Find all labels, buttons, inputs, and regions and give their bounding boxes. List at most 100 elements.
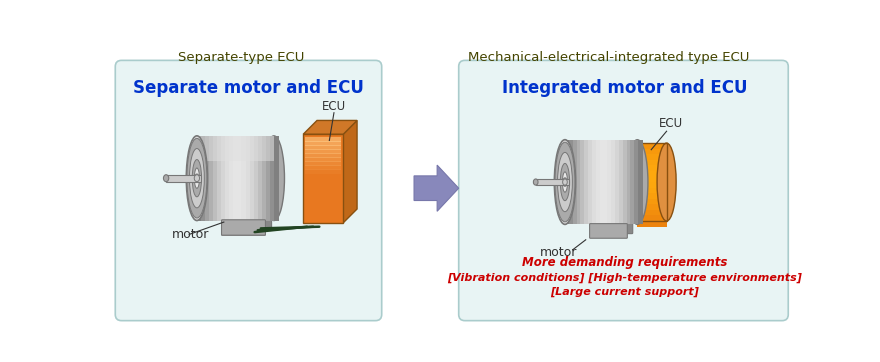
Bar	[596, 140, 600, 224]
Ellipse shape	[164, 175, 169, 182]
Bar	[246, 136, 250, 220]
Bar	[637, 160, 667, 166]
Bar	[637, 204, 667, 210]
Ellipse shape	[187, 136, 208, 220]
Ellipse shape	[562, 172, 568, 192]
Bar	[637, 210, 667, 216]
Bar	[261, 136, 267, 220]
Bar	[209, 136, 214, 220]
Bar	[637, 221, 667, 227]
Text: Integrated motor and ECU: Integrated motor and ECU	[502, 79, 747, 97]
Bar	[253, 136, 258, 220]
Bar	[565, 140, 638, 224]
Ellipse shape	[194, 174, 199, 182]
FancyBboxPatch shape	[115, 60, 382, 321]
Bar	[637, 149, 667, 155]
Bar	[274, 136, 279, 220]
Bar	[305, 161, 341, 166]
Bar	[221, 136, 226, 220]
Text: Separate-type ECU: Separate-type ECU	[179, 51, 304, 64]
Bar	[637, 182, 667, 188]
Bar	[568, 140, 573, 224]
Bar	[637, 215, 667, 222]
Text: [Vibration conditions] [High-temperature environments]: [Vibration conditions] [High-temperature…	[447, 272, 802, 283]
Bar	[627, 140, 631, 224]
Bar	[270, 136, 275, 220]
Bar	[611, 140, 616, 224]
Bar	[637, 143, 667, 221]
Text: ECU: ECU	[658, 117, 683, 130]
Ellipse shape	[192, 160, 202, 197]
Text: [Large current support]: [Large current support]	[550, 287, 699, 297]
Bar	[604, 140, 608, 224]
Bar	[588, 140, 592, 224]
Bar	[305, 138, 341, 142]
Bar	[584, 140, 589, 224]
Ellipse shape	[627, 143, 647, 221]
FancyBboxPatch shape	[228, 215, 272, 231]
Bar	[205, 136, 209, 220]
Bar	[305, 165, 341, 170]
Bar	[637, 188, 667, 194]
Bar	[213, 136, 217, 220]
Bar	[305, 169, 341, 174]
Bar	[304, 134, 343, 223]
Polygon shape	[304, 121, 357, 134]
Ellipse shape	[563, 178, 567, 186]
Bar	[197, 136, 274, 220]
Text: Separate motor and ECU: Separate motor and ECU	[133, 79, 364, 97]
FancyBboxPatch shape	[222, 220, 266, 235]
Bar	[266, 136, 270, 220]
Bar	[241, 136, 246, 220]
Bar	[197, 136, 202, 220]
Bar	[536, 179, 568, 185]
Ellipse shape	[555, 142, 575, 222]
Bar	[638, 140, 642, 224]
Bar	[637, 143, 667, 221]
Bar	[233, 136, 238, 220]
Bar	[238, 136, 242, 220]
Bar	[576, 140, 581, 224]
Bar	[619, 140, 623, 224]
Bar	[637, 154, 667, 160]
Bar	[630, 140, 634, 224]
Bar	[581, 140, 585, 224]
FancyBboxPatch shape	[590, 224, 627, 238]
Ellipse shape	[194, 168, 200, 188]
Ellipse shape	[627, 140, 648, 224]
Ellipse shape	[189, 148, 204, 208]
FancyBboxPatch shape	[458, 60, 788, 321]
Bar	[565, 140, 569, 224]
Bar	[623, 140, 627, 224]
FancyBboxPatch shape	[222, 220, 266, 235]
Bar	[615, 140, 620, 224]
Bar	[599, 140, 604, 224]
Bar	[217, 136, 222, 220]
Bar	[250, 136, 254, 220]
Ellipse shape	[533, 179, 538, 185]
Bar	[305, 157, 341, 162]
Bar	[607, 140, 612, 224]
Text: motor: motor	[172, 228, 209, 241]
Bar	[305, 153, 341, 158]
Bar	[201, 136, 206, 220]
Ellipse shape	[558, 152, 572, 212]
Bar	[637, 176, 667, 182]
Ellipse shape	[561, 163, 569, 201]
Text: More demanding requirements: More demanding requirements	[522, 256, 727, 269]
Text: motor: motor	[540, 247, 577, 260]
Bar	[166, 175, 201, 182]
Bar	[634, 140, 639, 224]
Bar	[258, 136, 262, 220]
Ellipse shape	[554, 140, 576, 224]
Ellipse shape	[657, 143, 676, 221]
Text: ECU: ECU	[322, 100, 346, 113]
Polygon shape	[343, 121, 357, 223]
Ellipse shape	[562, 179, 568, 185]
Bar	[573, 140, 577, 224]
Bar	[305, 150, 341, 154]
FancyBboxPatch shape	[595, 219, 633, 233]
Bar	[637, 143, 667, 149]
Bar	[197, 136, 274, 161]
Ellipse shape	[263, 136, 284, 220]
